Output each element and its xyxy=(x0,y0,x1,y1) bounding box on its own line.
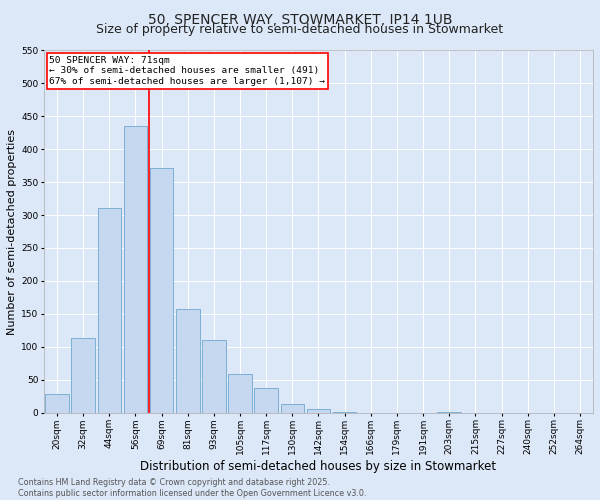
Text: 50 SPENCER WAY: 71sqm
← 30% of semi-detached houses are smaller (491)
67% of sem: 50 SPENCER WAY: 71sqm ← 30% of semi-deta… xyxy=(49,56,325,86)
Text: Contains HM Land Registry data © Crown copyright and database right 2025.
Contai: Contains HM Land Registry data © Crown c… xyxy=(18,478,367,498)
Bar xyxy=(124,126,147,412)
X-axis label: Distribution of semi-detached houses by size in Stowmarket: Distribution of semi-detached houses by … xyxy=(140,460,497,473)
Text: Size of property relative to semi-detached houses in Stowmarket: Size of property relative to semi-detach… xyxy=(97,24,503,36)
Bar xyxy=(281,404,304,412)
Bar xyxy=(176,308,200,412)
Bar xyxy=(254,388,278,412)
Y-axis label: Number of semi-detached properties: Number of semi-detached properties xyxy=(7,128,17,334)
Bar xyxy=(202,340,226,412)
Text: 50, SPENCER WAY, STOWMARKET, IP14 1UB: 50, SPENCER WAY, STOWMARKET, IP14 1UB xyxy=(148,12,452,26)
Bar xyxy=(307,410,330,412)
Bar xyxy=(150,168,173,412)
Bar xyxy=(71,338,95,412)
Bar xyxy=(45,394,69,412)
Bar xyxy=(98,208,121,412)
Bar xyxy=(228,374,252,412)
